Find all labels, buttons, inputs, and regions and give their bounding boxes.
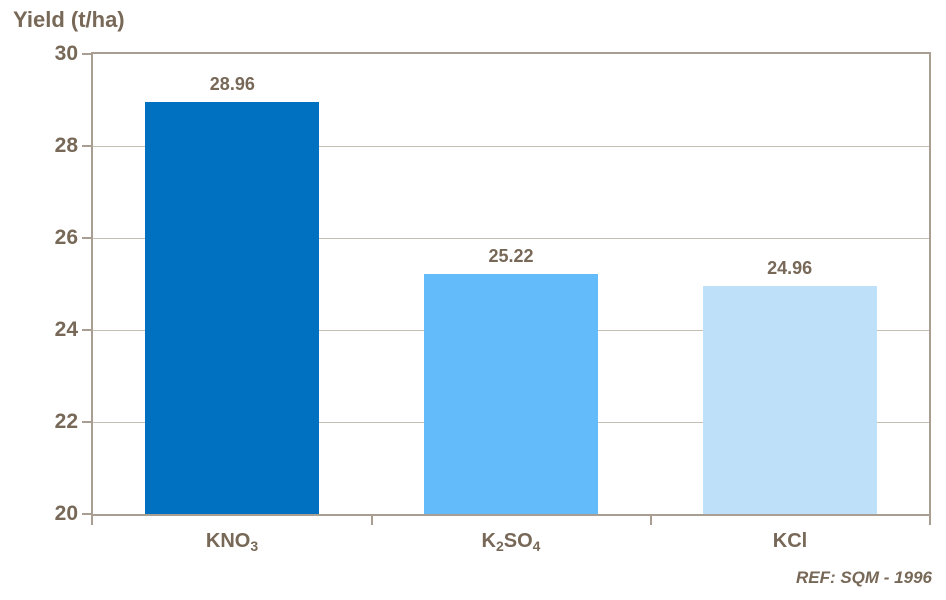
plot-area — [91, 52, 931, 516]
y-axis-title: Yield (t/ha) — [13, 7, 125, 32]
gridline — [93, 146, 929, 147]
y-tick-mark — [82, 53, 91, 55]
y-tick-mark — [82, 237, 91, 239]
y-tick-label: 30 — [54, 42, 78, 65]
y-tick-label: 20 — [54, 502, 78, 525]
x-label-text: K — [481, 530, 496, 552]
x-tick-mark — [371, 516, 373, 525]
bar-kcl — [702, 285, 877, 514]
gridline — [93, 238, 929, 239]
y-tick-mark — [82, 513, 91, 515]
x-tick-label-k2so4: K2SO4 — [411, 530, 611, 554]
x-tick-label-kcl: KCl — [690, 530, 890, 554]
y-tick-label: 24 — [54, 318, 78, 341]
x-label-text: KNO — [205, 530, 251, 552]
y-tick-label: 28 — [54, 134, 78, 157]
value-label: 24.96 — [767, 257, 813, 278]
y-tick-mark — [82, 421, 91, 423]
y-tick-mark — [82, 329, 91, 331]
x-label-subscript: 3 — [250, 538, 259, 554]
bar-kno3 — [145, 101, 320, 514]
x-tick-mark — [91, 516, 93, 525]
x-label-subscript: 4 — [532, 538, 541, 554]
x-label-text: KCl — [772, 530, 808, 552]
y-tick-mark — [82, 145, 91, 147]
x-tick-label-kno3: KNO3 — [132, 530, 332, 554]
x-label-text: SO — [503, 530, 533, 552]
value-label: 28.96 — [209, 73, 255, 94]
y-tick-label: 26 — [54, 226, 78, 249]
reference-annotation: REF: SQM - 1996 — [795, 568, 932, 587]
y-tick-label: 22 — [54, 410, 78, 433]
x-tick-mark — [929, 516, 931, 525]
x-label-subscript: 2 — [495, 538, 504, 554]
x-tick-mark — [650, 516, 652, 525]
bar-k2so4 — [424, 273, 598, 514]
value-label: 25.22 — [488, 245, 534, 266]
